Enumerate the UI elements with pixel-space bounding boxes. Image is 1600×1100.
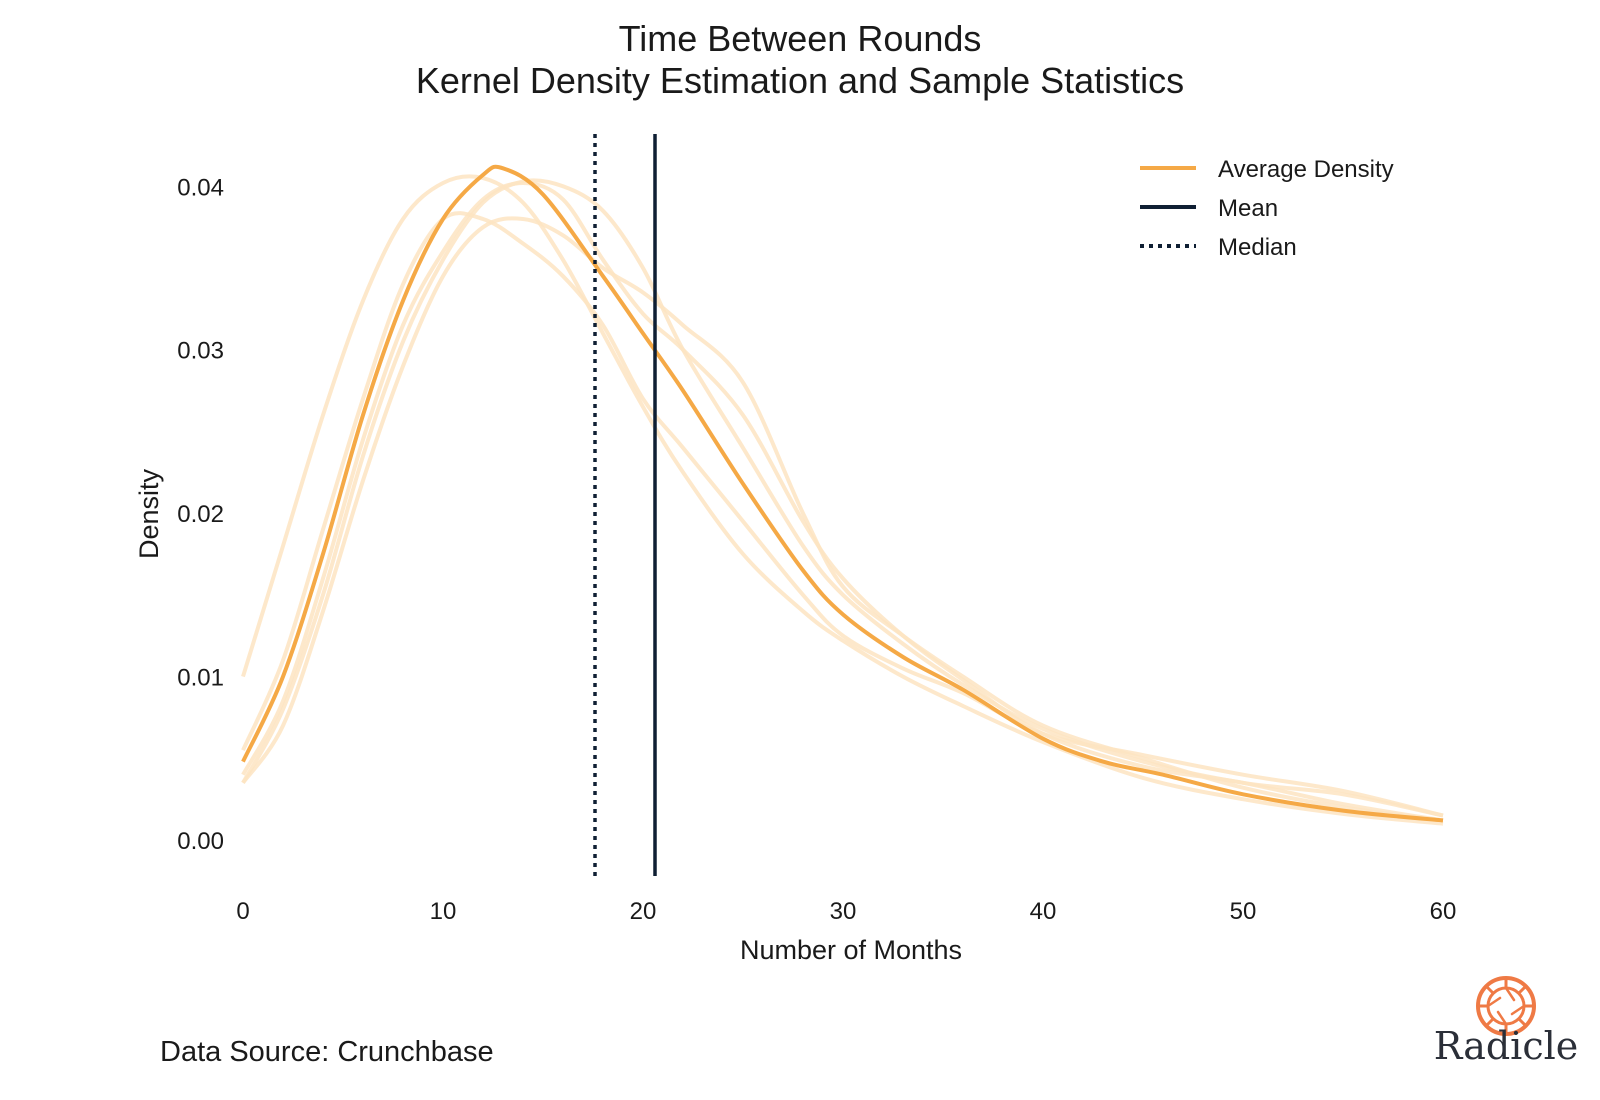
y-tick-label: 0.04: [177, 174, 224, 201]
x-tick-label: 10: [430, 898, 457, 925]
y-tick-label: 0.01: [177, 665, 224, 692]
y-axis-ticks: 0.00 0.01 0.02 0.03 0.04: [177, 174, 224, 855]
x-tick-label: 50: [1230, 898, 1257, 925]
sample-density-line-1: [241, 174, 1444, 826]
sample-density-line-3: [241, 216, 1444, 823]
radicle-logo: Radicle: [1426, 974, 1586, 1084]
chart-subtitle: Kernel Density Estimation and Sample Sta…: [415, 60, 1185, 101]
data-source-note: Data Source: Crunchbase: [160, 1036, 494, 1068]
legend: Average Density Mean Median: [1140, 156, 1394, 261]
y-tick-label: 0.03: [177, 338, 224, 365]
x-tick-label: 20: [630, 898, 657, 925]
legend-item-mean: Mean: [1140, 195, 1278, 222]
legend-label: Mean: [1218, 195, 1278, 222]
sample-statistics-layer: [593, 134, 657, 876]
radicle-logo-text: Radicle: [1433, 1024, 1579, 1068]
legend-item-average-density: Average Density: [1140, 156, 1394, 183]
legend-label: Average Density: [1218, 156, 1394, 183]
radicle-logo-icon: [1476, 976, 1536, 1036]
x-tick-label: 60: [1430, 898, 1457, 925]
x-tick-label: 30: [830, 898, 857, 925]
x-axis-label: Number of Months: [740, 935, 962, 965]
average-density-line: [241, 164, 1444, 823]
sample-density-line-2: [241, 180, 1444, 823]
average-density-layer: [241, 164, 1444, 823]
legend-item-median: Median: [1140, 234, 1297, 261]
y-tick-label: 0.00: [177, 828, 224, 855]
y-axis-label: Density: [134, 468, 164, 559]
sample-density-line-4: [241, 178, 1444, 818]
legend-label: Median: [1218, 234, 1297, 261]
sample-density-line-5: [241, 211, 1444, 818]
chart-title: Time Between Rounds: [618, 18, 982, 59]
x-tick-label: 0: [236, 898, 249, 925]
y-tick-label: 0.02: [177, 501, 224, 528]
sample-density-lines: [241, 174, 1444, 826]
x-tick-label: 40: [1030, 898, 1057, 925]
x-axis-ticks: 0 10 20 30 40 50 60: [236, 898, 1456, 925]
